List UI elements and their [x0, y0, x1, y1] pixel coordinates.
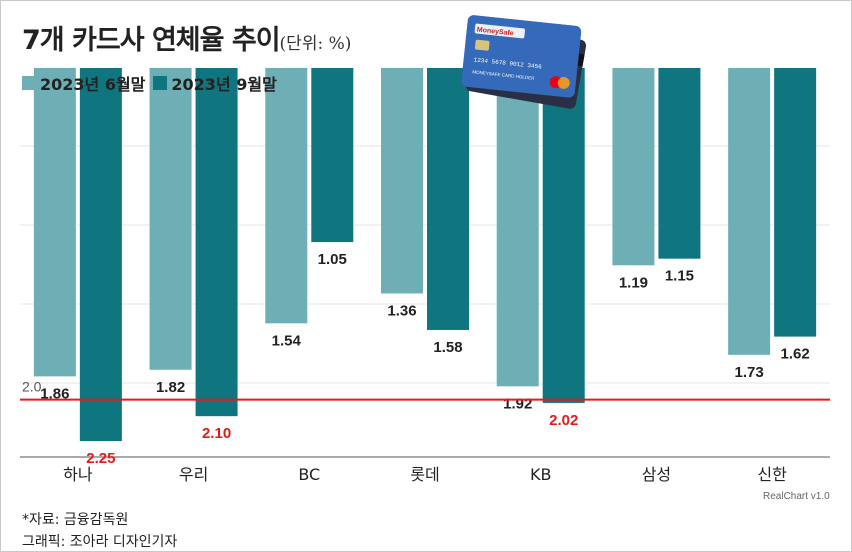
- data-label: 1.58: [433, 339, 462, 356]
- data-label: 2.10: [202, 425, 231, 442]
- bar-june: [149, 68, 192, 370]
- chart-title: 7개 카드사 연체율 추이(단위: %): [22, 25, 352, 56]
- legend-swatch-june: [22, 76, 36, 90]
- legend-swatch-september: [153, 76, 168, 90]
- bar-september: [311, 68, 354, 243]
- data-label: 1.15: [665, 268, 694, 285]
- bar-june: [265, 68, 308, 324]
- legend-label-september: 2023년 9월말: [171, 75, 277, 94]
- bar-september: [774, 68, 817, 337]
- category-label: 우리: [179, 465, 208, 484]
- data-label: 1.86: [40, 385, 69, 402]
- bar-september: [427, 68, 469, 330]
- data-label: 1.82: [156, 379, 185, 396]
- bar-june: [612, 68, 655, 266]
- card-brand: MoneySafe: [476, 27, 514, 38]
- card-holder: MONEYSAFE CARD HOLDER: [472, 69, 535, 81]
- bar-september: [79, 68, 122, 442]
- bar-september: [195, 68, 238, 417]
- category-label: BC: [298, 465, 320, 484]
- legend-item-september: 2023년 9월말: [153, 71, 277, 95]
- bar-june: [496, 68, 539, 387]
- data-label: 1.19: [619, 274, 648, 291]
- bar-june: [33, 68, 76, 377]
- data-label: 2.25: [86, 450, 115, 467]
- data-label: 1.54: [272, 332, 302, 349]
- category-label: 하나: [63, 465, 93, 484]
- category-label: 신한: [757, 465, 787, 484]
- bar-june: [381, 68, 423, 294]
- legend: 2023년 6월말 2023년 9월말: [22, 71, 285, 95]
- data-label: 1.36: [387, 302, 416, 319]
- source-note: *자료: 금융감독원: [22, 512, 129, 528]
- reference-line-label: 2.0: [22, 379, 42, 395]
- watermark: RealChart v1.0: [763, 491, 830, 502]
- legend-item-june: 2023년 6월말: [22, 71, 145, 95]
- unit-label: (단위: %): [279, 34, 352, 54]
- data-label: 1.73: [735, 364, 764, 381]
- credit-note: 그래픽: 조아라 디자인기자: [22, 534, 178, 550]
- data-label: 1.62: [781, 346, 810, 363]
- category-label: 삼성: [642, 465, 671, 484]
- legend-label-june: 2023년 6월말: [40, 75, 146, 94]
- category-label: KB: [530, 465, 551, 484]
- bar-june: [728, 68, 771, 355]
- data-label: 1.92: [503, 395, 532, 412]
- bar-september: [658, 68, 701, 259]
- data-label: 2.02: [549, 412, 578, 429]
- credit-card-icon: MoneySafe 1234 5678 9012 3456 MONEYSAFE …: [461, 15, 587, 109]
- category-label: 롯데: [410, 465, 439, 484]
- data-label: 1.05: [318, 251, 347, 268]
- bar-september: [542, 68, 585, 403]
